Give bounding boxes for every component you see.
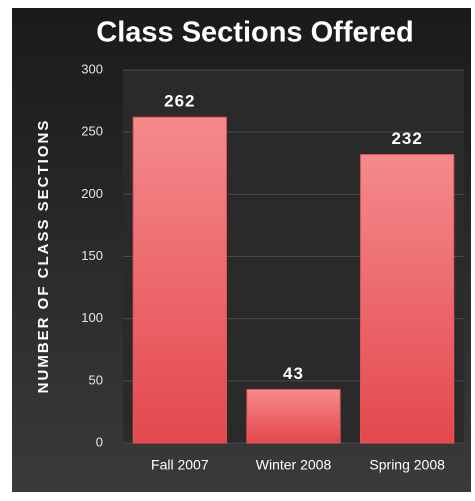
value-label: 262 xyxy=(164,92,195,111)
y-tick-label: 150 xyxy=(81,248,103,263)
value-label: 43 xyxy=(283,364,304,383)
bar xyxy=(360,154,455,444)
y-tick-label: 50 xyxy=(89,372,103,387)
x-tick-label: Spring 2008 xyxy=(369,457,445,473)
bar xyxy=(246,389,341,444)
y-tick-label: 0 xyxy=(96,434,103,449)
y-axis-label: NUMBER OF CLASS SECTIONS xyxy=(35,119,52,394)
y-tick-label: 200 xyxy=(81,186,103,201)
y-tick-label: 300 xyxy=(81,61,103,76)
value-label: 232 xyxy=(391,129,422,148)
y-tick-label: 100 xyxy=(81,310,103,325)
x-tick-label: Winter 2008 xyxy=(256,457,332,473)
chart-title: Class Sections Offered xyxy=(96,17,414,49)
bar xyxy=(132,116,227,444)
x-tick-label: Fall 2007 xyxy=(151,457,209,473)
y-tick-label: 250 xyxy=(81,124,103,139)
